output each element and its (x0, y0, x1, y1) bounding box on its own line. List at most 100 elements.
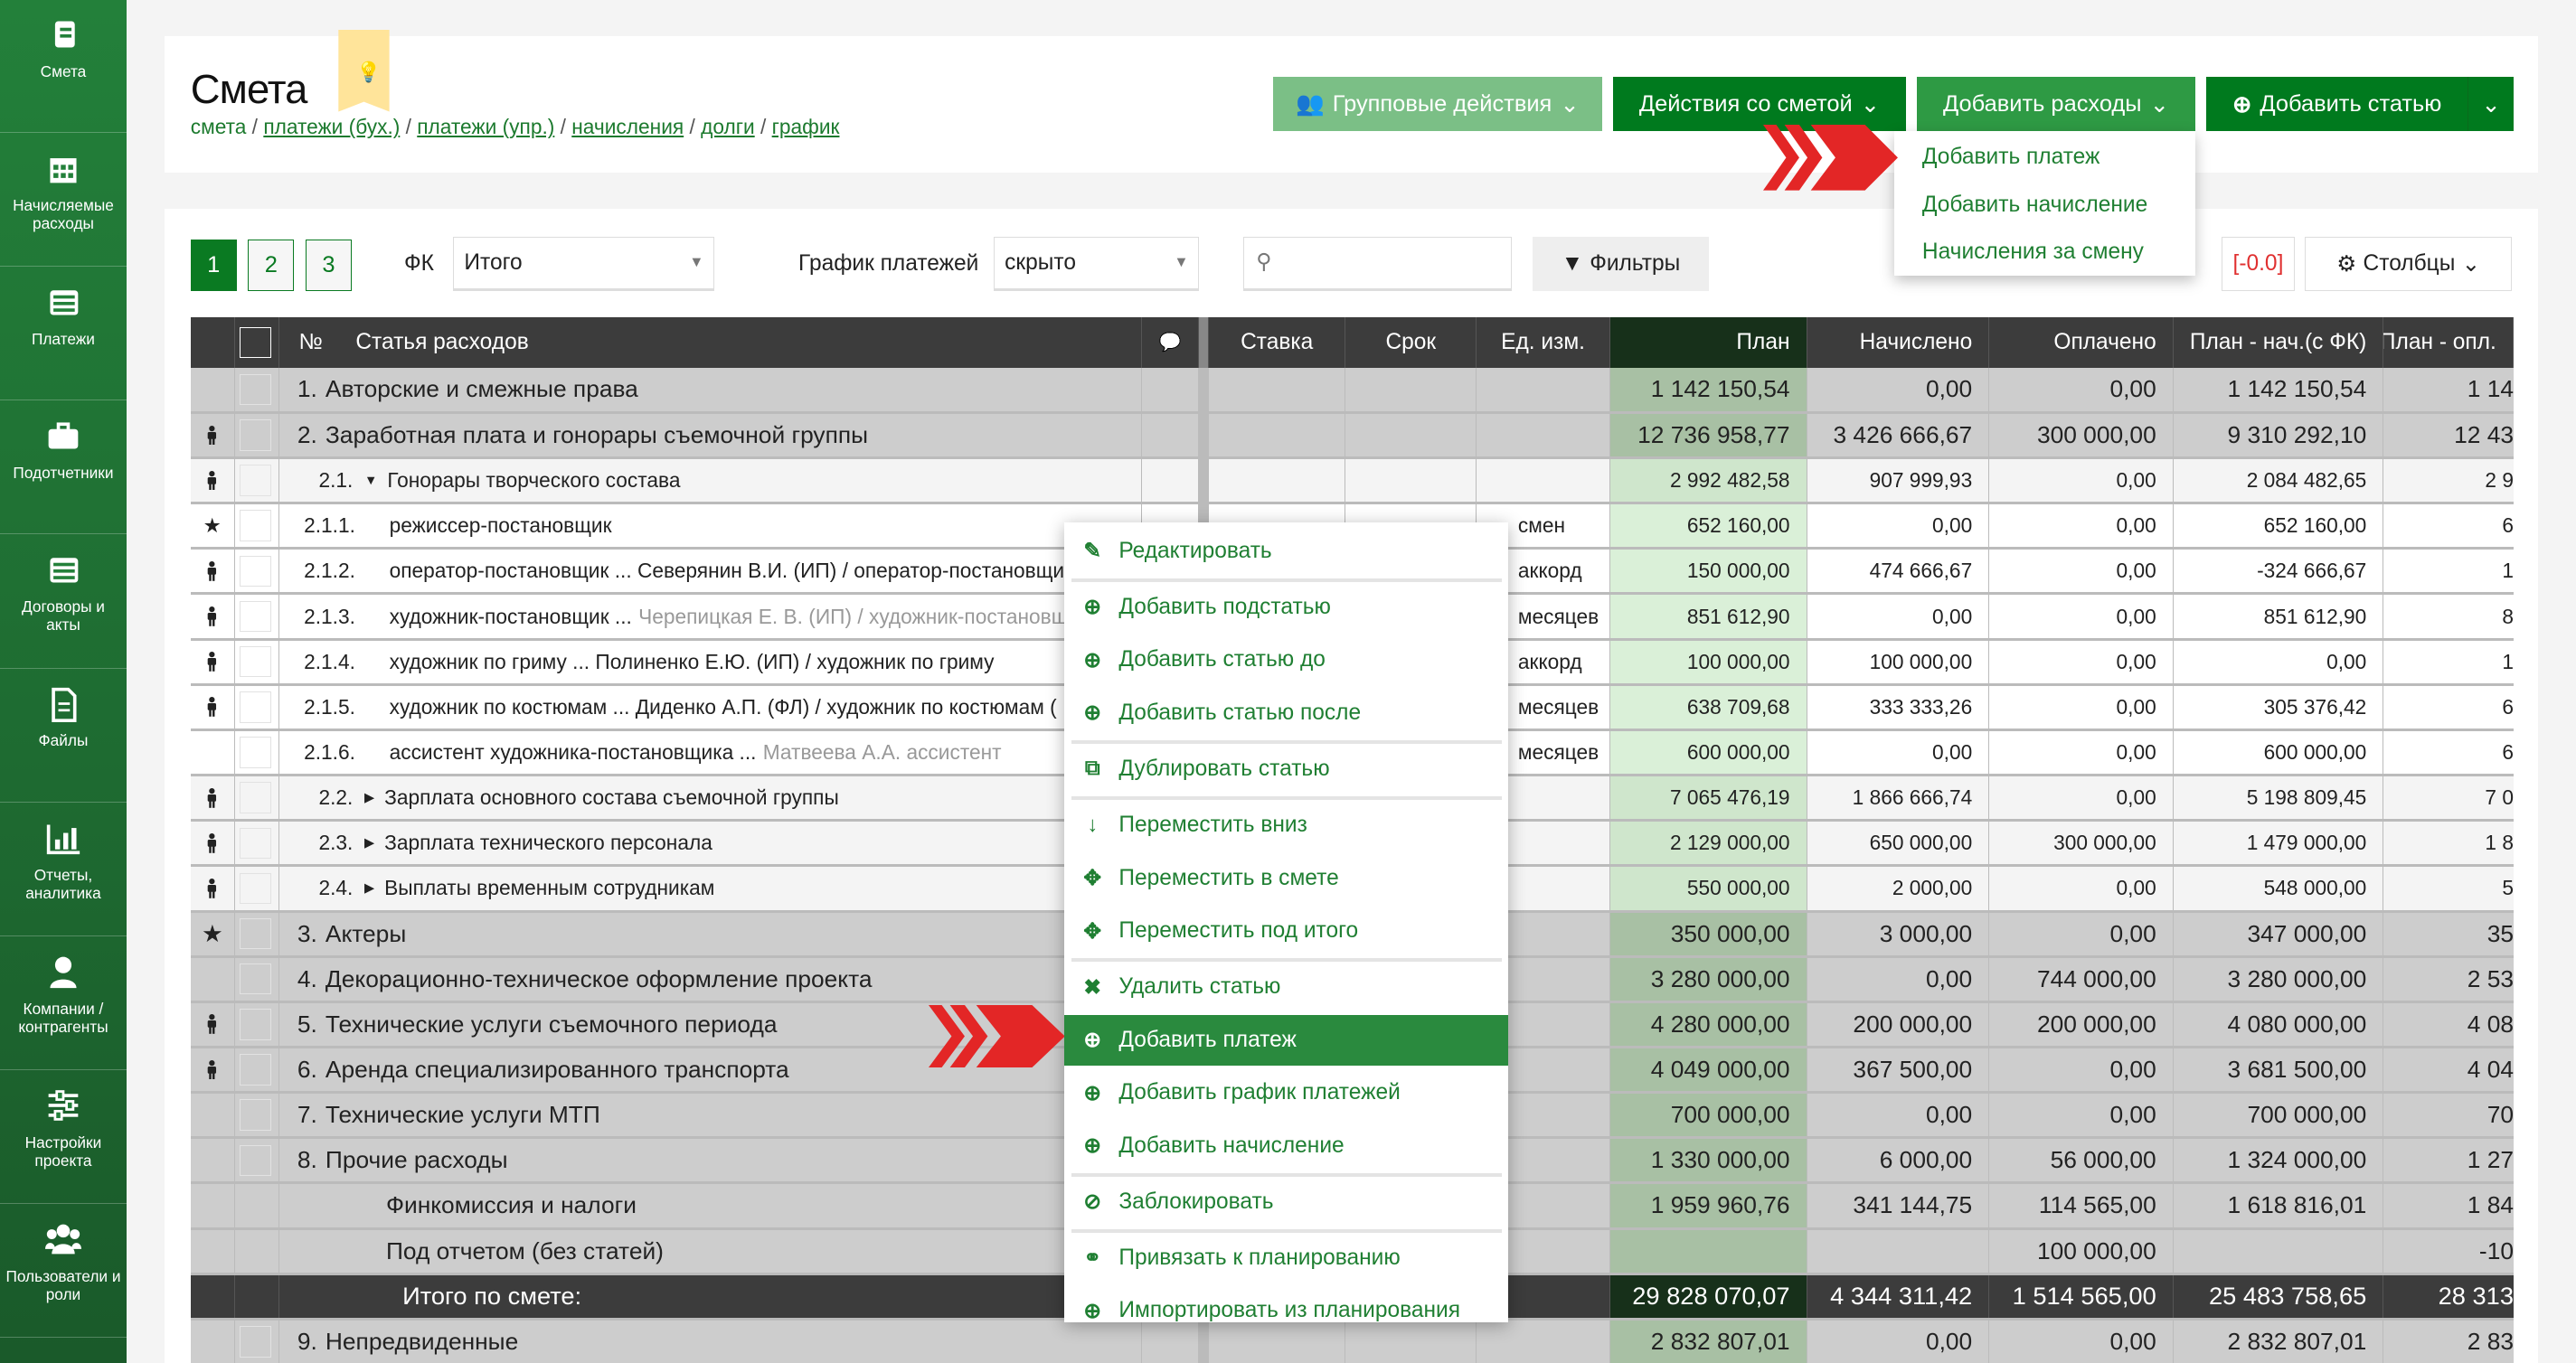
caret-right-icon[interactable]: ▶ (364, 880, 375, 896)
row-checkbox[interactable] (240, 827, 271, 860)
sidebar-item[interactable]: Настройки проекта (0, 1071, 127, 1204)
sidebar-item[interactable]: Начисляемые расходы (0, 134, 127, 268)
context-menu-item[interactable]: ⊘ Заблокировать (1064, 1177, 1508, 1227)
caret-down-icon[interactable]: ▼ (364, 473, 378, 488)
row-checkbox[interactable] (240, 419, 271, 451)
breadcrumb-link[interactable]: платежи (упр.) (417, 115, 555, 139)
columns-button[interactable]: ⚙ Столбцы ⌄ (2305, 236, 2513, 291)
person-icon[interactable] (206, 652, 218, 672)
menu-item-add-accrual[interactable]: Добавить начисление (1921, 192, 2148, 217)
star-icon[interactable]: ★ (201, 919, 223, 947)
menu-item-shift-accruals[interactable]: Начисления за смену (1921, 240, 2144, 265)
person-icon[interactable] (206, 606, 218, 626)
header-paid[interactable]: Оплачено (1989, 316, 2174, 368)
menu-item-add-payment[interactable]: Добавить платеж (1921, 144, 2100, 169)
caret-right-icon[interactable]: ▶ (364, 835, 375, 851)
header-acc[interactable]: Начислено (1807, 316, 1990, 368)
add-item-button[interactable]: ⊕ Добавить статью (2206, 77, 2468, 132)
row-checkbox[interactable] (240, 1144, 271, 1177)
breadcrumb-link[interactable]: смета (190, 115, 247, 139)
table-row[interactable]: 2.1. ▼ Гонорары творческого состава 2 992 4… (190, 459, 2514, 505)
person-icon[interactable] (206, 560, 218, 581)
row-checkbox[interactable] (240, 1099, 271, 1131)
row-checkbox[interactable] (240, 373, 271, 406)
breadcrumb-link[interactable]: график (771, 115, 840, 139)
row-checkbox[interactable] (240, 555, 271, 588)
context-menu-item[interactable]: ⊕ Добавить график платежей (1064, 1067, 1508, 1118)
star-icon[interactable]: ★ (203, 513, 222, 538)
context-menu-item[interactable]: ↓ Переместить вниз (1064, 800, 1508, 851)
add-expenses-button[interactable]: Добавить расходы ⌄ (1917, 77, 2195, 132)
context-menu-item[interactable]: ⊕ Добавить подстатью (1064, 582, 1508, 633)
context-menu-item[interactable]: ⚭ Привязать к планированию (1064, 1233, 1508, 1283)
context-menu-item[interactable]: ⊕ Добавить платеж (1064, 1014, 1508, 1066)
search-box[interactable]: ⚲ (1243, 236, 1512, 291)
header-pp[interactable]: План - опл. (2383, 316, 2514, 368)
row-checkbox[interactable] (240, 872, 271, 905)
context-menu-item[interactable]: ⊕ Импортировать из планирования (1064, 1285, 1508, 1336)
header-name[interactable]: № Статья расходов (279, 316, 1142, 368)
row-checkbox[interactable] (240, 1009, 271, 1040)
header-cmt[interactable]: 💬 (1142, 316, 1200, 368)
schedule-select[interactable]: скрыто ▼ (994, 236, 1200, 291)
header-term[interactable]: Срок (1345, 316, 1477, 368)
table-row[interactable]: 1. Авторские и смежные права 1 142 150,54 0… (190, 367, 2514, 414)
context-menu-item[interactable]: ✥ Переместить под итого (1064, 906, 1508, 956)
header-pa[interactable]: План - нач.(с ФК) (2174, 316, 2384, 368)
row-checkbox[interactable] (240, 917, 271, 950)
breadcrumb-link[interactable]: платежи (бух.) (263, 115, 401, 139)
estimate-actions-button[interactable]: Действия со сметой ⌄ (1613, 77, 1906, 132)
person-icon[interactable] (206, 832, 218, 853)
page-button-3[interactable]: 3 (305, 240, 352, 291)
row-checkbox[interactable] (240, 782, 271, 813)
person-icon[interactable] (206, 1014, 218, 1035)
context-menu-item[interactable]: ✖ Удалить статью (1064, 962, 1508, 1012)
header-gap[interactable] (1199, 316, 1210, 368)
sidebar-item[interactable]: Компании / контрагенты (0, 937, 127, 1070)
context-menu-item[interactable]: ⧉ Дублировать статью (1064, 744, 1508, 794)
fk-select[interactable]: Итого ▼ (453, 236, 715, 291)
row-checkbox[interactable] (240, 1326, 271, 1358)
search-input[interactable] (1284, 243, 1498, 280)
sidebar-item[interactable]: Договоры и акты (0, 535, 127, 669)
header-unit[interactable]: Ед. изм. (1477, 316, 1610, 368)
context-menu-item[interactable]: ✎ Редактировать (1064, 525, 1508, 576)
header-rate[interactable]: Ставка (1209, 316, 1346, 368)
person-icon[interactable] (206, 1059, 218, 1080)
add-item-dropdown-toggle[interactable]: ⌄ (2467, 77, 2514, 132)
row-checkbox[interactable] (240, 510, 271, 541)
group-actions-button[interactable]: 👥 Групповые действия ⌄ (1273, 77, 1602, 132)
row-checkbox[interactable] (240, 465, 271, 496)
context-menu-item[interactable]: ✥ Переместить в смете (1064, 852, 1508, 903)
page-button-2[interactable]: 2 (248, 240, 295, 291)
select-all-checkbox[interactable] (240, 326, 271, 359)
row-checkbox[interactable] (240, 1054, 271, 1086)
caret-right-icon[interactable]: ▶ (364, 790, 375, 805)
person-icon[interactable] (206, 470, 218, 491)
header-plan[interactable]: План (1609, 316, 1807, 368)
breadcrumb-link[interactable]: начисления (571, 115, 684, 139)
header-icon[interactable] (191, 316, 235, 368)
sidebar-item[interactable]: Отчеты, аналитика (0, 804, 127, 936)
delta-button[interactable]: [-0.0] (2221, 236, 2296, 291)
page-button-1[interactable]: 1 (190, 240, 237, 291)
sidebar-item[interactable]: Платежи (0, 268, 127, 401)
sidebar-item[interactable]: Файлы (0, 669, 127, 803)
sidebar-item[interactable]: Смета (0, 0, 127, 134)
sidebar-item[interactable]: Подотчетники (0, 401, 127, 535)
context-menu-item[interactable]: ⊕ Добавить статью после (1064, 688, 1508, 738)
breadcrumb-link[interactable]: долги (701, 115, 755, 139)
help-bookmark[interactable]: 💡 (338, 29, 390, 112)
context-menu-item[interactable]: ⊕ Добавить статью до (1064, 634, 1508, 685)
person-icon[interactable] (206, 879, 218, 898)
table-row[interactable]: 9. Непредвиденные 2 832 807,01 0,00 0,00 2 83… (190, 1320, 2514, 1363)
filters-button[interactable]: ▼ Фильтры (1533, 236, 1709, 291)
person-icon[interactable] (206, 697, 218, 718)
context-menu-item[interactable]: ⊕ Добавить начисление (1064, 1121, 1508, 1171)
table-row[interactable]: 2. Заработная плата и гонорары съемочной … (190, 413, 2514, 459)
row-checkbox[interactable] (240, 691, 271, 723)
row-checkbox[interactable] (240, 645, 271, 678)
sidebar-item[interactable]: Пользователи и роли (0, 1205, 127, 1338)
row-checkbox[interactable] (240, 963, 271, 995)
person-icon[interactable] (206, 787, 218, 808)
